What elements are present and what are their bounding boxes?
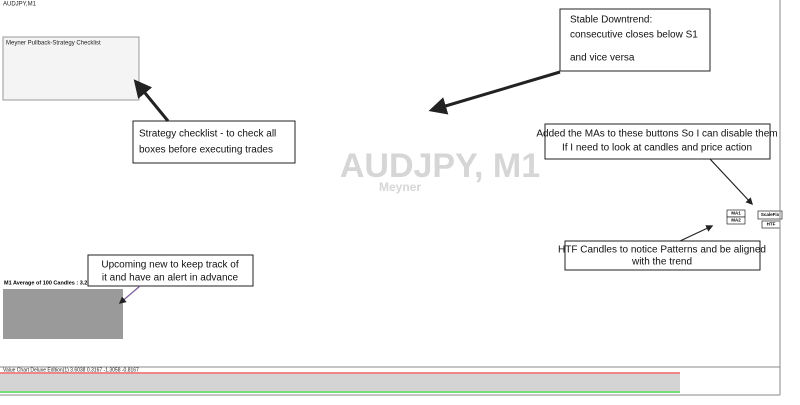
watermark-brand: Meyner: [379, 180, 421, 194]
arrow: [679, 225, 714, 242]
checklist-panel: Meyner Pullback-Strategy Checklist: [2, 36, 140, 101]
indicator-pane: Value Chart Deluxe Edition(1) 3.6038 0.3…: [0, 366, 780, 393]
symbol-label: AUDJPY,M1: [3, 2, 37, 8]
checklist-frame: [2, 36, 140, 101]
annotation-box: [544, 123, 771, 160]
button-frame: [757, 210, 783, 220]
annotations: Stable Downtrend: consecutive closes bel…: [87, 8, 778, 304]
chart-button[interactable]: MA1: [726, 209, 746, 218]
annotation-text: HTF Candles to notice Patterns and be al…: [558, 245, 766, 256]
annotation-box: [564, 240, 761, 271]
indicator-label: Value Chart Deluxe Edition(1) 3.6038 0.3…: [3, 367, 139, 373]
watermark-symbol: AUDJPY, M1: [340, 147, 540, 185]
annotation-text: Upcoming new to keep track of: [101, 260, 239, 271]
arrow: [118, 285, 141, 304]
checklist-title: Meyner Pullback-Strategy Checklist: [6, 41, 101, 47]
annotation-text: Added the MAs to these buttons So I can …: [536, 129, 777, 140]
arrow: [709, 158, 753, 206]
annotation-box: [559, 8, 711, 72]
chart-button[interactable]: ScaleFix: [757, 210, 783, 220]
arrow: [428, 70, 561, 115]
button-label: ScaleFix: [761, 212, 780, 217]
chart-button[interactable]: HTF: [761, 220, 781, 229]
button-label: HTF: [767, 222, 776, 227]
button-label: MA1: [731, 211, 741, 216]
annotation-text: If I need to look at candles and price a…: [562, 143, 752, 154]
annotation-text: Stable Downtrend:: [570, 15, 652, 26]
annotation-text: consecutive closes below S1: [570, 30, 698, 41]
annotation-text: Strategy checklist - to check all: [139, 129, 276, 140]
annotation-text: with the trend: [631, 257, 692, 268]
news-panel: [3, 289, 123, 339]
button-frame: [726, 216, 746, 225]
annotation-text: boxes before executing trades: [139, 145, 273, 156]
annotation-text: and vice versa: [570, 53, 635, 64]
annotation-text: it and have an alert in advance: [102, 273, 239, 284]
arrow: [133, 79, 170, 122]
indicator-band: [0, 373, 680, 393]
chart-button[interactable]: MA2: [726, 216, 746, 225]
news-title: M1 Average of 100 Candles : 3.24: [4, 280, 91, 286]
annotation-box: [87, 254, 254, 287]
annotation-box: [132, 120, 296, 164]
button-label: MA2: [731, 218, 741, 223]
